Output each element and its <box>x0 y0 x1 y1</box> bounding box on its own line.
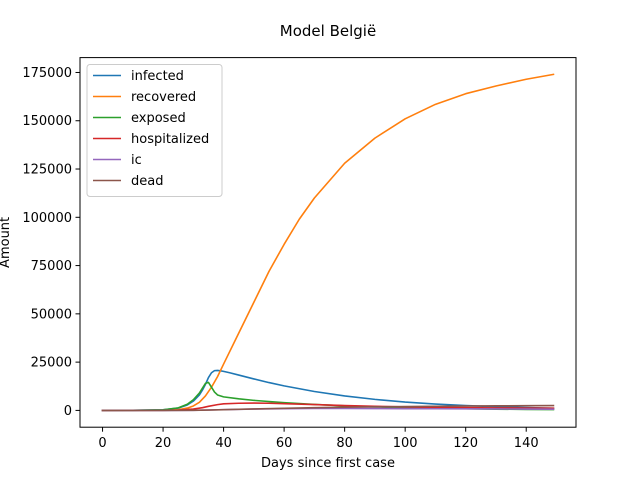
x-tick-label: 40 <box>215 436 232 451</box>
legend-label-infected: infected <box>131 69 184 84</box>
y-tick-label: 125000 <box>22 163 72 178</box>
legend-label-recovered: recovered <box>131 90 196 105</box>
series-layer <box>101 73 555 412</box>
series-line-hospitalized <box>101 402 555 412</box>
series-line-dead <box>101 404 555 412</box>
y-tick-label: 25000 <box>31 356 72 371</box>
axis-ticks: 0 20 40 60 80 100 120 140 0 25000 50000 75000 100000… <box>22 66 538 451</box>
chart-title: Model België <box>280 22 376 40</box>
x-tick-label: 0 <box>98 436 106 451</box>
plot-frame <box>79 57 577 428</box>
y-tick-label: 175000 <box>22 66 72 81</box>
y-axis-label: Amount <box>0 217 13 268</box>
series-line-recovered <box>101 73 555 412</box>
x-tick-label: 120 <box>453 436 478 451</box>
y-tick-label: 150000 <box>22 114 72 129</box>
series-line-infected <box>101 369 555 412</box>
y-tick-label: 75000 <box>31 259 72 274</box>
y-tick-label: 0 <box>64 404 72 419</box>
y-tick-label: 100000 <box>22 211 72 226</box>
legend-label-dead: dead <box>131 174 163 189</box>
x-tick-label: 140 <box>514 436 539 451</box>
legend-label-hospitalized: hospitalized <box>131 132 209 147</box>
legend-box <box>86 64 223 197</box>
legend: infected recovered exposed hospitalized ic de… <box>86 64 223 197</box>
x-axis-label: Days since first case <box>261 456 395 471</box>
legend-label-exposed: exposed <box>131 111 186 126</box>
y-tick-label: 50000 <box>31 307 72 322</box>
legend-label-ic: ic <box>131 153 142 168</box>
x-tick-label: 80 <box>336 436 353 451</box>
x-tick-label: 100 <box>393 436 418 451</box>
x-tick-label: 20 <box>155 436 172 451</box>
x-tick-label: 60 <box>276 436 293 451</box>
